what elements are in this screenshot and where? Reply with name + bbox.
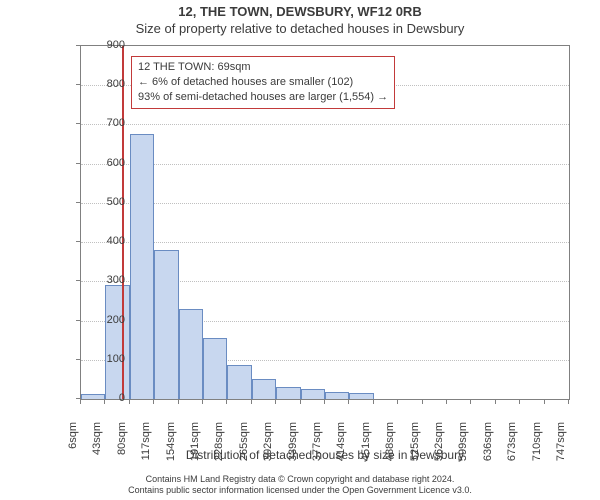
y-tick-label: 500 bbox=[85, 196, 125, 208]
plot-area: 12 THE TOWN: 69sqm← 6% of detached house… bbox=[80, 45, 570, 400]
histogram-bar bbox=[130, 134, 154, 399]
y-tick-label: 200 bbox=[85, 314, 125, 326]
y-tick-label: 700 bbox=[85, 117, 125, 129]
footer: Contains HM Land Registry data © Crown c… bbox=[0, 474, 600, 497]
histogram-bar bbox=[325, 392, 349, 399]
footer-line-1: Contains HM Land Registry data © Crown c… bbox=[0, 474, 600, 485]
legend-line: 12 THE TOWN: 69sqm bbox=[138, 60, 388, 75]
histogram-bar bbox=[227, 365, 251, 400]
root: 12, THE TOWN, DEWSBURY, WF12 0RB Size of… bbox=[0, 0, 600, 500]
x-tick-label: 747sqm bbox=[555, 422, 591, 468]
page-title: 12, THE TOWN, DEWSBURY, WF12 0RB bbox=[0, 4, 600, 19]
histogram-bar bbox=[276, 387, 300, 399]
y-tick-label: 100 bbox=[85, 353, 125, 365]
y-tick-label: 900 bbox=[85, 39, 125, 51]
y-tick-label: 400 bbox=[85, 235, 125, 247]
footer-line-2: Contains public sector information licen… bbox=[0, 485, 600, 496]
y-tick-label: 800 bbox=[85, 78, 125, 90]
histogram-bar bbox=[349, 393, 373, 399]
indicator-line bbox=[122, 46, 124, 399]
legend-line: 93% of semi-detached houses are larger (… bbox=[138, 90, 388, 105]
y-tick-label: 300 bbox=[85, 274, 125, 286]
histogram-bar bbox=[203, 338, 227, 399]
legend-box: 12 THE TOWN: 69sqm← 6% of detached house… bbox=[131, 56, 395, 109]
chart: Number of detached properties 12 THE TOW… bbox=[40, 40, 580, 440]
histogram-bar bbox=[154, 250, 178, 399]
histogram-bar bbox=[301, 389, 325, 399]
page-subtitle: Size of property relative to detached ho… bbox=[0, 21, 600, 36]
legend-line: ← 6% of detached houses are smaller (102… bbox=[138, 75, 388, 90]
y-tick-label: 600 bbox=[85, 157, 125, 169]
histogram-bar bbox=[179, 309, 203, 399]
histogram-bar bbox=[252, 379, 276, 399]
histogram-bar bbox=[105, 285, 129, 399]
